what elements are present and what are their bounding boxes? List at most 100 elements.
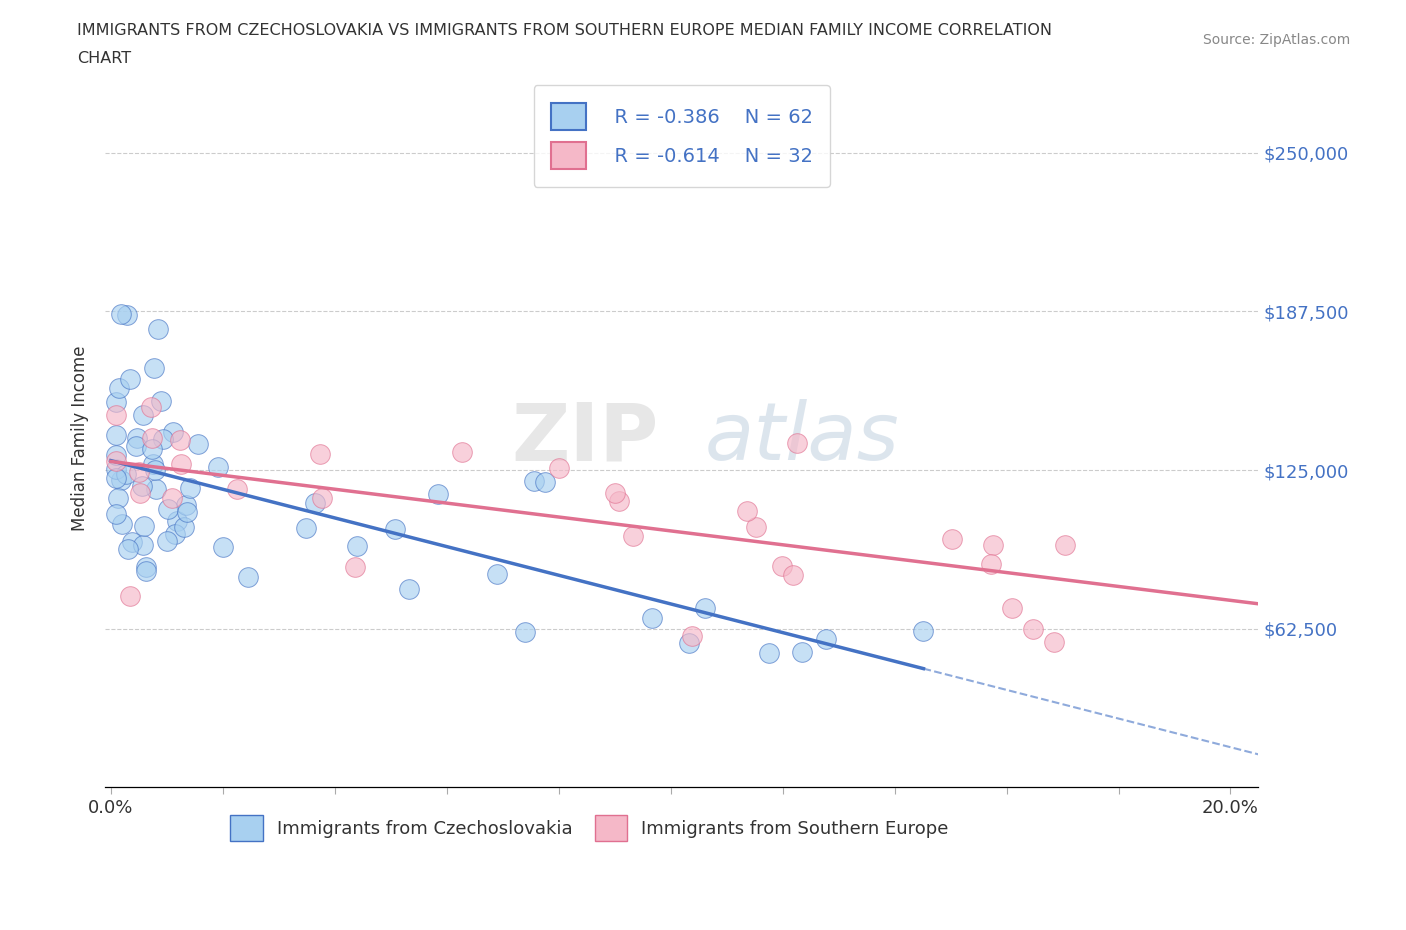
Point: [120, 372, 142, 387]
Point: [115, 467, 138, 482]
Point: [485, 567, 508, 582]
Point: [1001, 601, 1024, 616]
Point: [162, 490, 184, 505]
Point: [941, 532, 963, 547]
Point: [135, 564, 157, 578]
Point: [1022, 621, 1045, 636]
Point: [105, 471, 128, 485]
Point: [304, 496, 326, 511]
Point: [132, 538, 155, 552]
Point: [782, 567, 804, 582]
Point: [152, 432, 174, 446]
Point: [745, 519, 768, 534]
Point: [523, 473, 546, 488]
Point: [236, 570, 259, 585]
Point: [125, 439, 148, 454]
Point: [1043, 634, 1066, 649]
Point: [107, 490, 129, 505]
Point: [141, 442, 163, 457]
Point: [207, 459, 229, 474]
Legend: Immigrants from Czechoslovakia, Immigrants from Southern Europe: Immigrants from Czechoslovakia, Immigran…: [224, 808, 956, 848]
Point: [981, 538, 1004, 552]
Text: CHART: CHART: [77, 51, 131, 66]
Point: [135, 560, 157, 575]
Point: [311, 490, 333, 505]
Text: IMMIGRANTS FROM CZECHOSLOVAKIA VS IMMIGRANTS FROM SOUTHERN EUROPE MEDIAN FAMILY : IMMIGRANTS FROM CZECHOSLOVAKIA VS IMMIGR…: [77, 23, 1052, 38]
Point: [105, 427, 128, 442]
Point: [118, 589, 141, 604]
Point: [143, 462, 166, 477]
Point: [294, 521, 316, 536]
Point: [758, 645, 780, 660]
Point: [169, 433, 191, 448]
Text: Source: ZipAtlas.com: Source: ZipAtlas.com: [1202, 33, 1350, 46]
Point: [132, 407, 155, 422]
Point: [346, 538, 368, 553]
Point: [640, 610, 662, 625]
Point: [174, 498, 197, 512]
Point: [163, 526, 186, 541]
Point: [170, 457, 193, 472]
Point: [162, 425, 184, 440]
Point: [533, 474, 555, 489]
Point: [166, 513, 188, 528]
Point: [176, 505, 198, 520]
Point: [105, 447, 128, 462]
Point: [157, 502, 180, 517]
Point: [211, 540, 233, 555]
Point: [115, 308, 138, 323]
Point: [513, 624, 536, 639]
Point: [117, 541, 139, 556]
Point: [607, 494, 630, 509]
Point: [548, 461, 571, 476]
Point: [150, 393, 173, 408]
Point: [121, 535, 143, 550]
Point: [623, 528, 645, 543]
Point: [105, 461, 128, 476]
Y-axis label: Median Family Income: Median Family Income: [72, 346, 89, 531]
Point: [105, 507, 128, 522]
Point: [179, 481, 201, 496]
Point: [344, 559, 367, 574]
Point: [912, 624, 935, 639]
Point: [105, 453, 128, 468]
Point: [770, 559, 793, 574]
Point: [398, 581, 420, 596]
Point: [111, 516, 134, 531]
Point: [735, 503, 758, 518]
Point: [226, 481, 249, 496]
Point: [980, 556, 1002, 571]
Point: [139, 399, 162, 414]
Point: [681, 629, 703, 644]
Point: [125, 431, 148, 445]
Point: [790, 645, 813, 660]
Point: [695, 601, 717, 616]
Point: [146, 322, 169, 337]
Point: [187, 436, 209, 451]
Point: [603, 486, 626, 501]
Point: [384, 522, 406, 537]
Point: [142, 456, 165, 471]
Point: [129, 486, 152, 501]
Text: ZIP: ZIP: [512, 399, 659, 477]
Point: [786, 435, 808, 450]
Point: [105, 394, 128, 409]
Point: [132, 518, 155, 533]
Point: [1054, 538, 1077, 552]
Point: [815, 631, 838, 646]
Point: [128, 464, 150, 479]
Point: [173, 520, 195, 535]
Point: [110, 472, 132, 487]
Point: [309, 446, 332, 461]
Point: [105, 407, 128, 422]
Point: [131, 479, 153, 494]
Point: [141, 431, 163, 445]
Point: [110, 306, 132, 321]
Point: [450, 445, 472, 459]
Point: [678, 635, 700, 650]
Point: [142, 361, 165, 376]
Point: [108, 380, 131, 395]
Point: [156, 534, 179, 549]
Point: [427, 486, 450, 501]
Text: atlas: atlas: [704, 399, 900, 477]
